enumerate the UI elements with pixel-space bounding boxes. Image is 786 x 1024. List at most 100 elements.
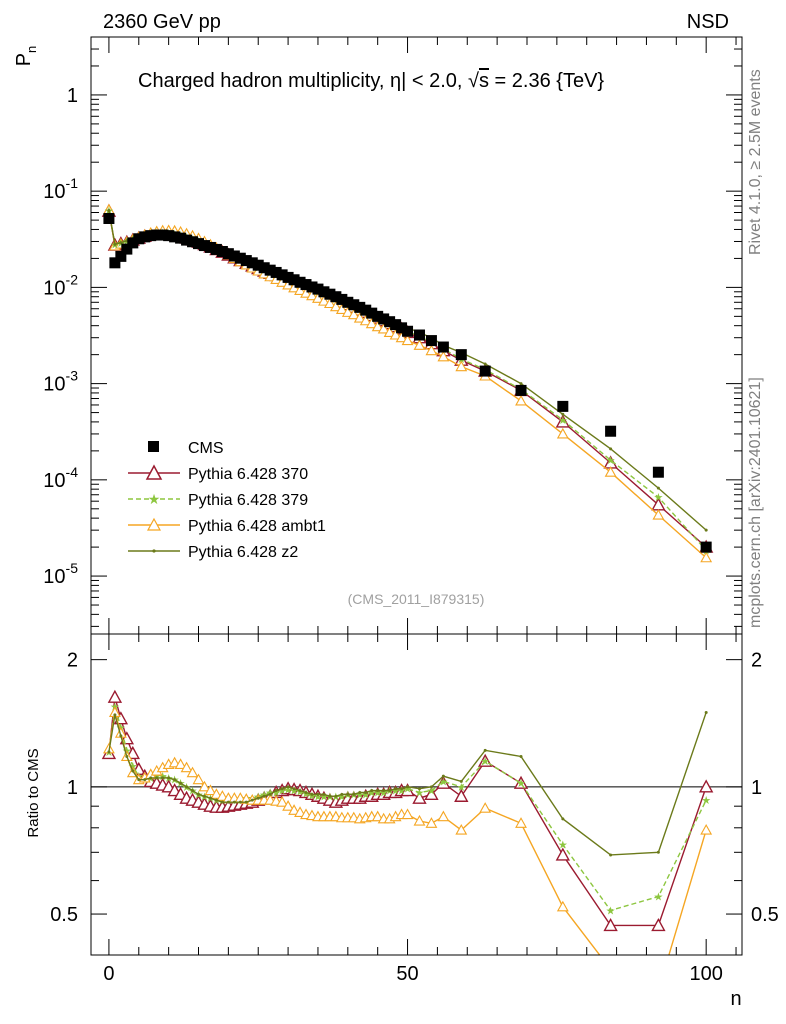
p379-point: ★: [391, 786, 401, 798]
cms-point: [270, 266, 282, 278]
analysis-watermark: (CMS_2011_I879315): [348, 591, 485, 607]
z2-point: [561, 817, 565, 821]
z2-point: [292, 787, 296, 791]
cms-point: [246, 257, 258, 269]
main-ytick-label: 10-1: [43, 175, 78, 203]
ambt1-point: [300, 287, 312, 298]
cms-point: [324, 288, 336, 300]
z2-point: [394, 787, 398, 791]
ambt1-point: [210, 788, 223, 799]
z2-point: [609, 853, 613, 857]
legend-marker-z2: [152, 549, 156, 553]
p379-point: ★: [397, 786, 407, 798]
legend: CMS Pythia 6.428 370 ★ Pythia 6.428 379 …: [128, 440, 326, 561]
z2-point: [161, 776, 165, 780]
cms-point: [109, 257, 121, 269]
p379-point: ★: [379, 787, 389, 799]
ambt1-point: [192, 773, 205, 785]
cms-point: [175, 232, 187, 244]
ambt1-point: [365, 317, 378, 329]
z2-point: [197, 792, 201, 796]
z2-point: [155, 776, 159, 780]
ratio-xtick-label: 50: [396, 963, 418, 985]
cms-point: [366, 307, 378, 319]
ambt1-point: [455, 823, 468, 835]
ambt1-point: [198, 780, 211, 792]
ambt1-point: [383, 326, 396, 338]
ambt1-point: [377, 322, 390, 334]
main-ytick-label: 10-4: [43, 464, 78, 492]
ambt1-point: [413, 339, 426, 350]
p370-point: [454, 788, 469, 802]
p379-point: ★: [403, 784, 413, 796]
z2-point: [429, 785, 433, 789]
z2-point: [704, 528, 708, 532]
ambt1-point: [556, 427, 569, 439]
z2-point: [376, 789, 380, 793]
ambt1-point: [347, 308, 360, 320]
cms-point: [169, 231, 181, 243]
cms-point: [318, 286, 330, 298]
z2-point: [316, 792, 320, 796]
main-ylabel: Pn: [13, 46, 39, 67]
z2-point: [388, 789, 392, 793]
ambt1-point: [515, 817, 527, 828]
ambt1-point: [652, 508, 665, 520]
z2-point: [208, 796, 212, 800]
cms-point: [127, 237, 139, 249]
cms-point: [306, 281, 318, 293]
ambt1-point: [276, 796, 289, 807]
rivet-version-label: Rivet 4.1.0, ≥ 2.5M events: [747, 69, 764, 255]
main-ylabel-p: P: [13, 53, 35, 66]
cms-point: [515, 384, 527, 396]
z2-point: [400, 787, 404, 791]
z2-point: [119, 241, 123, 245]
p370-point: [513, 775, 529, 789]
cms-point: [348, 299, 360, 311]
z2-point: [202, 794, 206, 798]
z2-point: [352, 792, 356, 796]
p379-point: ★: [313, 791, 323, 803]
title-tail: = 2.36 {TeV}: [489, 70, 604, 92]
cms-point: [139, 231, 151, 243]
cms-point: [479, 365, 491, 377]
cms-point: [294, 276, 306, 288]
z2-point: [107, 208, 111, 212]
ytick-mantissa: 10: [43, 566, 65, 588]
p379-point: ★: [653, 492, 663, 504]
z2-point: [358, 790, 362, 794]
p379-point: ★: [415, 787, 425, 799]
p379-point: ★: [355, 789, 365, 801]
ambt1-point: [371, 320, 384, 332]
ambt1-point: [700, 823, 713, 835]
z2-point: [220, 800, 224, 804]
ratio-frame: [90, 633, 743, 956]
ratio-ytick-label-right: 0.5: [751, 904, 779, 926]
z2-point: [417, 787, 421, 791]
p379-point: ★: [438, 776, 448, 788]
ambt1-point: [288, 804, 300, 815]
z2-point: [656, 486, 660, 490]
p379-point: ★: [283, 785, 293, 797]
z2-point: [113, 713, 117, 717]
cms-point: [157, 229, 169, 241]
ratio-ylabel: Ratio to CMS: [25, 748, 42, 837]
cms-point: [425, 335, 437, 347]
z2-point: [609, 447, 613, 451]
p379-point: ★: [373, 787, 383, 799]
cms-point: [330, 291, 342, 303]
cms-point: [312, 283, 324, 295]
z2-point: [322, 792, 326, 796]
ambt1-point: [186, 766, 199, 778]
p370-point: [603, 917, 618, 932]
cms-point: [396, 322, 408, 334]
cms-point: [258, 262, 270, 274]
ambt1-point: [371, 810, 384, 822]
z2-point: [185, 785, 189, 789]
p379-point: ★: [307, 790, 317, 802]
z2-point: [519, 382, 523, 386]
cms-point: [652, 466, 664, 478]
p379-point: ★: [319, 791, 329, 803]
ambt1-point: [317, 294, 330, 306]
